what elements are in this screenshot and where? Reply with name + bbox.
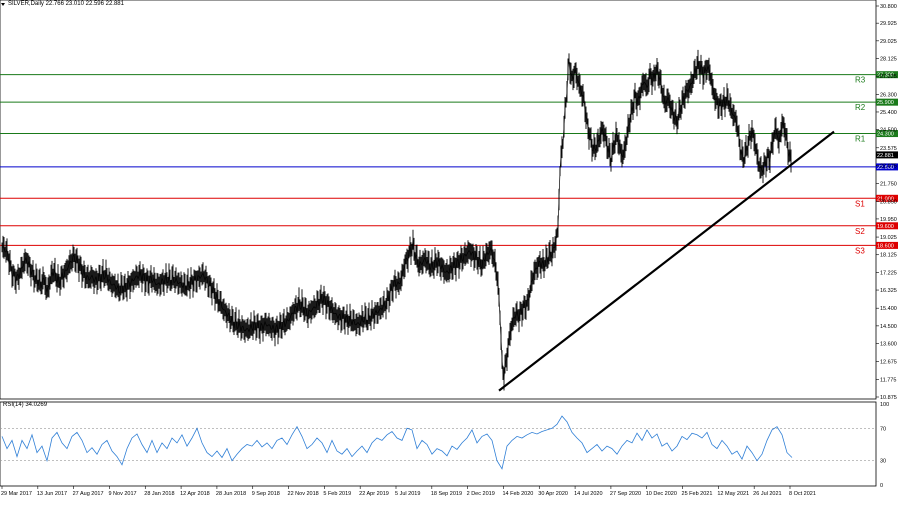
rsi-info-line: RSI(14) 34.0269 xyxy=(3,402,48,408)
level-price-box-1 xyxy=(876,98,898,106)
level-price-label-1: 25.900 xyxy=(877,100,894,106)
rsi-panel-frame xyxy=(0,401,877,487)
y-tick-label: 24.500 xyxy=(880,128,897,134)
y-tick-label: 25.400 xyxy=(880,110,897,116)
y-tick-label: 15.400 xyxy=(880,306,897,312)
y-tick-label: 28.125 xyxy=(880,56,897,62)
x-axis-ticks-layer: 29 Mar 2017 13 Jun 2017 27 Aug 2017 9 Nov 2… xyxy=(1,486,816,497)
level-name-s1: S1 xyxy=(855,199,865,208)
y-tick-label: 16.325 xyxy=(880,288,897,294)
x-tick-label: 27 Aug 2017 xyxy=(73,491,104,497)
rsi-tick-label: 30 xyxy=(880,459,886,465)
x-tick-label: 29 Mar 2017 xyxy=(1,491,32,497)
y-tick-label: 14.500 xyxy=(880,324,897,330)
x-tick-label: 28 Jun 2018 xyxy=(216,491,246,497)
x-tick-label: 14 Feb 2020 xyxy=(502,491,533,497)
y-tick-label: 30.800 xyxy=(880,4,897,10)
x-tick-label: 25 Feb 2021 xyxy=(682,491,713,497)
x-tick-label: 14 Jul 2020 xyxy=(574,491,602,497)
level-price-box-5 xyxy=(876,222,898,230)
current-price-label: 22.881 xyxy=(877,153,894,159)
y-tick-label: 17.225 xyxy=(880,270,897,276)
y-tick-label: 19.025 xyxy=(880,235,897,241)
level-price-box-0 xyxy=(876,71,898,79)
y-axis-ticks-layer: 30.800 29.925 29.025 28.125 27.225 26.300 25.4… xyxy=(876,4,897,401)
x-tick-label: 2 Dec 2019 xyxy=(467,491,495,497)
rsi-tick-label: 70 xyxy=(880,426,886,432)
x-tick-label: 12 Apr 2018 xyxy=(180,491,210,497)
y-tick-label: 13.600 xyxy=(880,342,897,348)
rsi-tick-label: 100 xyxy=(880,402,889,408)
level-price-box-3 xyxy=(876,163,898,171)
x-tick-label: 9 Nov 2017 xyxy=(108,491,136,497)
level-price-box-2 xyxy=(876,130,898,138)
y-tick-label: 12.675 xyxy=(880,360,897,366)
x-tick-label: 8 Oct 2021 xyxy=(789,491,816,497)
chart-menu-arrow-icon[interactable] xyxy=(1,3,5,6)
support-trendline xyxy=(498,130,835,392)
level-name-r1: R1 xyxy=(855,135,866,144)
level-price-box-4 xyxy=(876,194,898,202)
rsi-ticks-layer: 100 70 30 0 xyxy=(880,402,889,489)
x-tick-label: 18 Sep 2019 xyxy=(431,491,462,497)
level-price-label-4: 21.000 xyxy=(877,196,894,202)
y-tick-label: 27.225 xyxy=(880,74,897,80)
level-price-label-3: 22.600 xyxy=(877,165,894,171)
x-tick-label: 27 Sep 2020 xyxy=(610,491,641,497)
x-tick-label: 5 Jul 2019 xyxy=(395,491,420,497)
x-tick-label: 10 Dec 2020 xyxy=(646,491,677,497)
x-tick-label: 26 Jul 2021 xyxy=(753,491,781,497)
level-labels-layer: 27.300 R3 25.900 R2 24.300 R1 22.600 21.000 S1 19… xyxy=(855,71,898,255)
level-name-s3: S3 xyxy=(855,246,865,255)
level-price-label-2: 24.300 xyxy=(877,132,894,138)
price-series-layer xyxy=(1,49,792,391)
x-tick-label: 12 May 2021 xyxy=(717,491,749,497)
level-name-r2: R2 xyxy=(855,103,866,112)
y-tick-label: 23.575 xyxy=(880,146,897,152)
y-tick-label: 22.675 xyxy=(880,163,897,169)
trendline-layer xyxy=(498,130,835,392)
x-tick-label: 22 Nov 2018 xyxy=(288,491,319,497)
x-tick-label: 28 Jan 2018 xyxy=(144,491,174,497)
level-price-label-0: 27.300 xyxy=(877,73,894,79)
level-name-r3: R3 xyxy=(855,76,866,85)
level-price-label-6: 18.600 xyxy=(877,243,894,249)
x-tick-label: 13 Jun 2017 xyxy=(37,491,67,497)
level-name-s2: S2 xyxy=(855,227,865,236)
x-tick-label: 30 Apr 2020 xyxy=(538,491,568,497)
y-tick-label: 11.775 xyxy=(880,377,896,383)
x-tick-label: 9 Sep 2018 xyxy=(252,491,280,497)
x-tick-label: 5 Feb 2019 xyxy=(323,491,351,497)
x-tick-label: 22 Apr 2019 xyxy=(359,491,389,497)
y-tick-label: 29.025 xyxy=(880,39,897,45)
y-tick-label: 26.300 xyxy=(880,92,897,98)
rsi-line xyxy=(1,415,793,470)
y-tick-label: 20.850 xyxy=(880,199,897,205)
level-price-box-6 xyxy=(876,241,898,249)
rsi-tick-label: 0 xyxy=(880,483,883,489)
y-tick-label: 29.925 xyxy=(880,21,897,27)
current-price-box xyxy=(876,151,898,159)
level-price-label-5: 19.600 xyxy=(877,224,894,230)
y-tick-label: 21.750 xyxy=(880,182,897,188)
rsi-layer xyxy=(0,415,876,470)
symbol-info-line: SILVER,Daily 22.766 23.010 22.596 22.881 xyxy=(8,1,124,7)
price-close-line xyxy=(1,58,792,379)
y-tick-label: 19.950 xyxy=(880,217,897,223)
y-tick-label: 18.125 xyxy=(880,253,897,259)
y-tick-label: 10.875 xyxy=(880,395,897,401)
